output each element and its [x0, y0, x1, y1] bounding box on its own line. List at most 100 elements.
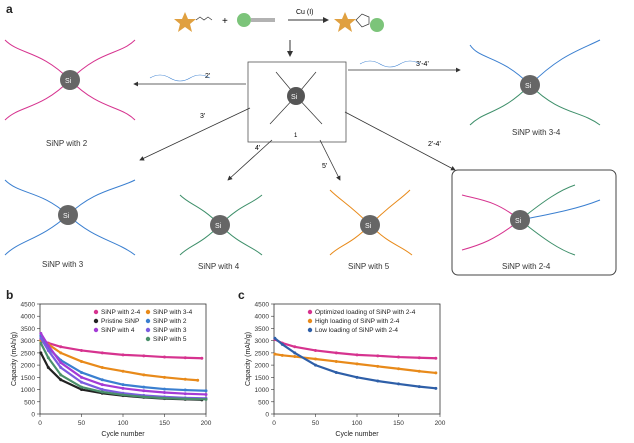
compound-1: Si 1: [247, 61, 347, 143]
series-line: [40, 339, 198, 382]
x-tick-label: 200: [201, 420, 212, 427]
y-tick-label: 500: [24, 399, 35, 406]
arrow-5: [319, 139, 341, 181]
data-point: [59, 351, 63, 355]
product-label-2-4: SiNP with 2-4: [502, 262, 551, 271]
data-point: [397, 355, 400, 359]
y-tick-label: 2500: [255, 350, 270, 357]
scheme-svg: + Cu (I) Si 1 2' 3'-4' 3' 4' 5' 2'-4' Si: [4, 9, 617, 276]
svg-text:Si: Si: [215, 223, 222, 230]
svg-text:Si: Si: [65, 78, 72, 85]
legend-marker: [93, 309, 99, 315]
catalyst-label: Cu (I): [296, 9, 314, 16]
data-point: [121, 386, 125, 390]
data-point: [314, 363, 317, 367]
x-tick-label: 150: [159, 420, 170, 427]
chart-b: 0 500 1000 1500 2000 2500 3000 3500 4000 4500 0 50 1…: [11, 302, 212, 439]
y-tick-label: 3000: [255, 338, 270, 345]
data-point: [121, 353, 125, 357]
series-line: [39, 342, 207, 401]
data-point: [80, 375, 83, 379]
svg-text:3'-4': 3'-4': [416, 61, 429, 68]
x-tick-label: 0: [38, 420, 42, 427]
data-point: [46, 348, 50, 352]
legend-label: High loading of SiNP with 2-4: [315, 318, 400, 325]
data-point: [293, 351, 297, 355]
data-point: [183, 392, 187, 396]
y-tick-label: 4000: [255, 314, 270, 321]
y-tick-label: 3000: [21, 338, 36, 345]
data-point: [355, 375, 359, 379]
data-point: [80, 388, 83, 392]
y-tick-label: 4500: [21, 302, 36, 309]
data-point: [183, 356, 187, 360]
panel-label-b: b: [6, 288, 14, 302]
series-line: [39, 332, 207, 396]
arrow-4: [227, 139, 273, 181]
data-point: [417, 356, 421, 360]
np-with-2: Si: [4, 39, 136, 121]
data-point: [39, 341, 43, 345]
data-point: [46, 344, 50, 348]
compound-1-core: [287, 87, 305, 105]
data-point: [39, 351, 43, 355]
data-point: [334, 359, 338, 363]
data-point: [204, 392, 208, 396]
series-line: [40, 338, 202, 360]
data-point: [142, 389, 146, 393]
data-point: [417, 385, 421, 389]
svg-text:+: +: [222, 16, 228, 27]
legend-marker: [145, 309, 151, 315]
svg-text:Si: Si: [291, 94, 298, 101]
data-point: [59, 345, 63, 349]
data-point: [142, 373, 146, 377]
y-tick-label: 1500: [21, 375, 36, 382]
data-point: [100, 378, 104, 382]
legend-label: SiNP with 4: [101, 327, 135, 334]
data-point: [183, 388, 187, 392]
panel-label-a: a: [6, 2, 13, 16]
product-label-2: SiNP with 2: [46, 139, 88, 148]
data-point: [121, 393, 125, 397]
data-point: [39, 336, 43, 340]
product-dot-icon: [370, 18, 384, 32]
y-tick-label: 0: [265, 412, 269, 419]
legend-marker: [307, 327, 313, 333]
data-point: [273, 336, 277, 340]
data-point: [100, 351, 104, 355]
data-point: [417, 369, 421, 373]
y-tick-label: 2000: [255, 363, 270, 370]
x-tick-label: 100: [352, 420, 363, 427]
data-point: [59, 373, 63, 377]
legend-label: SiNP with 3-4: [153, 309, 193, 316]
legend-marker: [145, 318, 151, 324]
data-point: [163, 390, 166, 394]
x-tick-label: 100: [118, 420, 129, 427]
data-point: [163, 375, 166, 379]
data-point: [280, 353, 284, 357]
x-tick-label: 50: [312, 420, 320, 427]
data-point: [355, 362, 359, 366]
legend-label: SiNP with 2-4: [101, 309, 141, 316]
data-point: [376, 379, 380, 383]
data-point: [183, 377, 187, 381]
legend-marker: [307, 309, 313, 315]
svg-text:3': 3': [200, 113, 205, 120]
data-point: [314, 348, 317, 352]
svg-text:4': 4': [255, 145, 260, 152]
x-tick-label: 150: [393, 420, 404, 427]
x-axis-label: Cycle number: [335, 431, 379, 438]
data-point: [355, 353, 359, 357]
data-point: [121, 369, 125, 373]
product-label-4: SiNP with 4: [198, 262, 240, 271]
data-point: [80, 385, 83, 389]
data-point: [200, 356, 204, 360]
y-axis-label: Capacity (mAh/g): [245, 332, 252, 386]
legend-label: SiNP with 2: [153, 318, 187, 325]
data-point: [183, 397, 187, 401]
legend-marker: [145, 327, 151, 333]
data-point: [80, 370, 83, 374]
y-tick-label: 0: [31, 412, 35, 419]
y-tick-label: 4500: [255, 302, 270, 309]
data-point: [46, 366, 50, 370]
